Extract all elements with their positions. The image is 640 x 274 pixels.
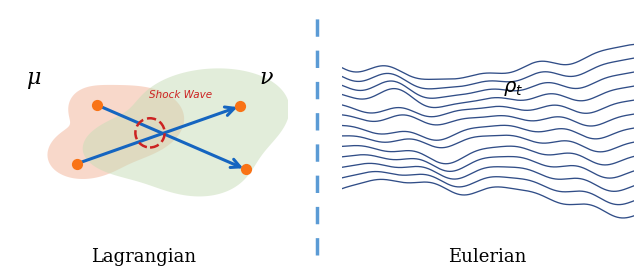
Polygon shape [83, 68, 289, 196]
Text: μ: μ [26, 67, 40, 89]
Text: Eulerian: Eulerian [449, 248, 527, 266]
Text: Lagrangian: Lagrangian [92, 248, 196, 266]
Text: ν: ν [260, 67, 273, 89]
Point [92, 102, 102, 107]
Point [72, 162, 82, 166]
Point [235, 104, 245, 109]
Polygon shape [47, 85, 184, 179]
Text: Shock Wave: Shock Wave [149, 90, 212, 100]
Text: $\rho_t$: $\rho_t$ [502, 79, 523, 98]
Point [241, 167, 251, 172]
